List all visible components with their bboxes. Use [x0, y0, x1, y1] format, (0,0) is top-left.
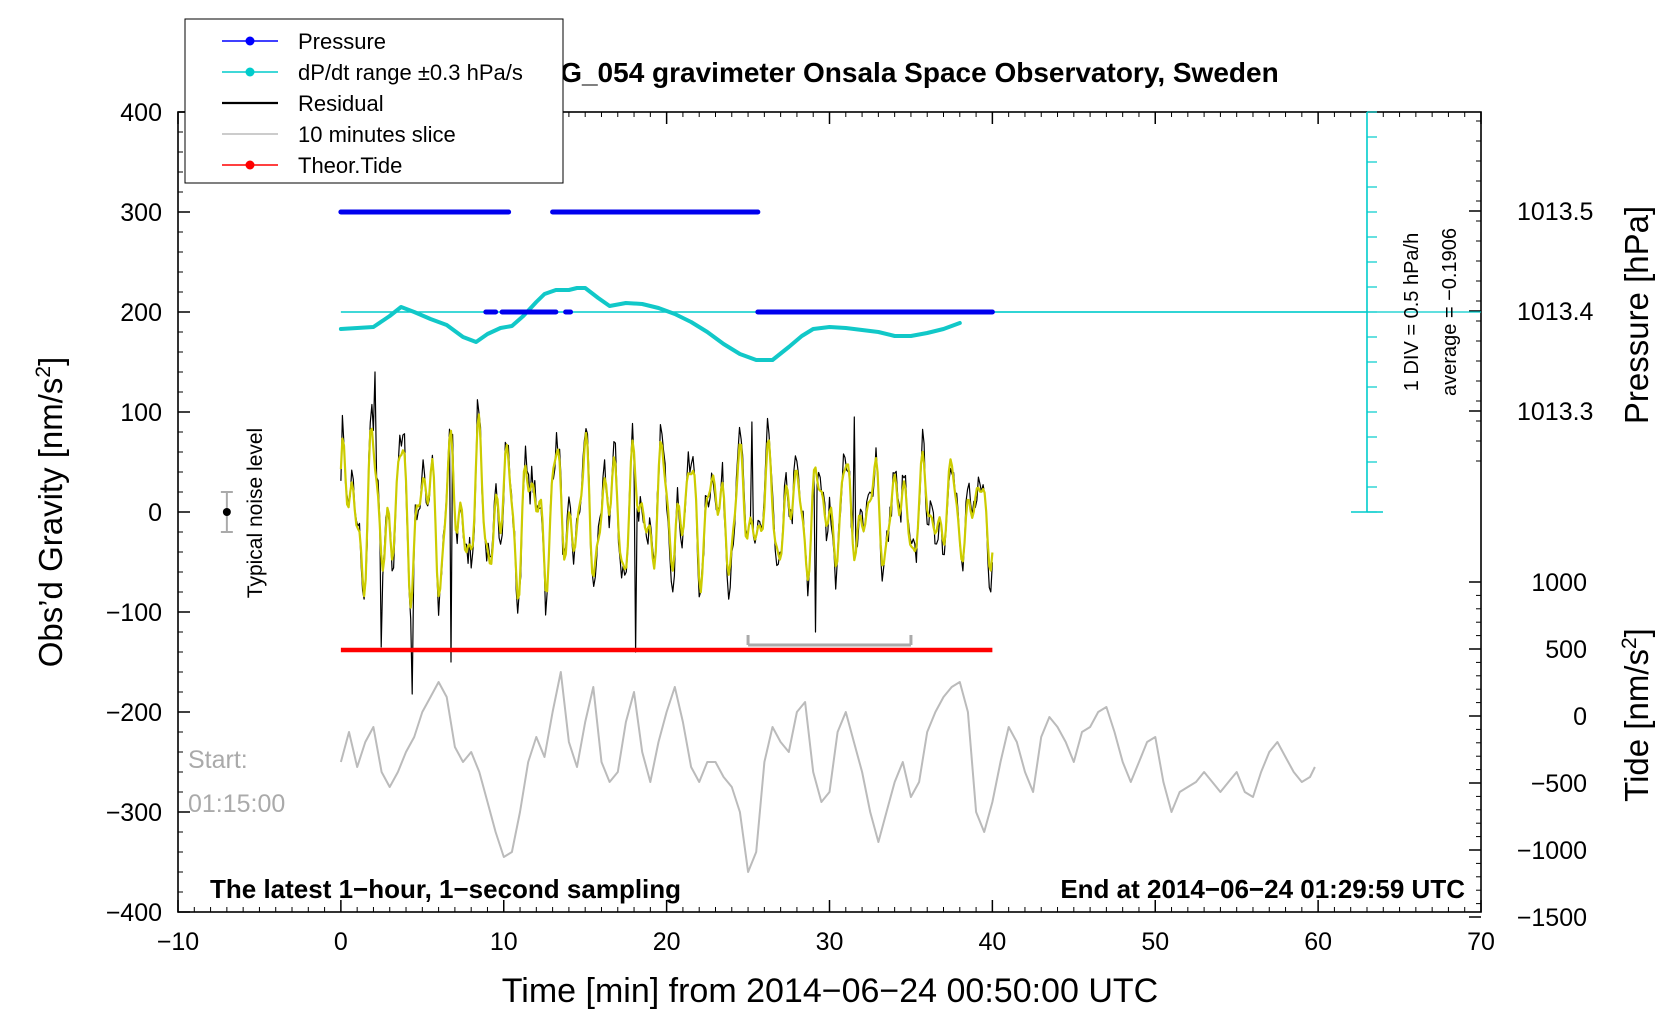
- y-tick-label: 100: [120, 399, 162, 427]
- legend-label: Theor.Tide: [298, 153, 402, 178]
- dpdt-curve: [338, 286, 962, 362]
- y-tick-label: 400: [120, 99, 162, 127]
- legend-label: 10 minutes slice: [298, 122, 456, 147]
- y-axis-label-tide-close: ]: [1618, 628, 1655, 637]
- tide-tick-label: 1000: [1531, 569, 1587, 597]
- residual-curve: [340, 371, 993, 695]
- tide-tick-label: −500: [1531, 770, 1587, 798]
- legend-marker: [245, 160, 255, 170]
- legend-label: Pressure: [298, 29, 386, 54]
- pressure-tick-label: 1013.5: [1517, 198, 1593, 226]
- legend-marker: [245, 67, 255, 77]
- footer-right-label: End at 2014−06−24 01:29:59 UTC: [1060, 874, 1465, 904]
- tide-tick-label: 0: [1573, 703, 1587, 731]
- pressure-tick-label: 1013.3: [1517, 398, 1593, 426]
- slice-curve: [339, 671, 1316, 873]
- legend-label: dP/dt range ±0.3 hPa/s: [298, 60, 523, 85]
- start-label: Start:: [188, 746, 248, 774]
- start-time-label: 01:15:00: [188, 790, 285, 818]
- legend-box: [184, 18, 564, 184]
- y-tick-label: −400: [106, 899, 162, 927]
- y-axis-label-left: Obs’d Gravity [nm/s2]: [32, 357, 69, 668]
- x-axis-label: Time [min] from 2014−06−24 00:50:00 UTC: [502, 972, 1158, 1010]
- x-tick-label: 40: [978, 928, 1006, 956]
- footer-left-label: The latest 1−hour, 1−second sampling: [210, 874, 681, 904]
- y-tick-label: 200: [120, 299, 162, 327]
- x-tick-label: −10: [157, 928, 199, 956]
- scale-average-label: average = −0.1906: [1439, 228, 1461, 396]
- x-tick-label: 30: [816, 928, 844, 956]
- annotations: [220, 111, 1383, 647]
- y-tick-label: −100: [106, 599, 162, 627]
- y-axis-label-left-main: Obs’d Gravity [nm/s: [32, 378, 69, 668]
- axes: −10 0 10 20 30 40 50 60 704003002001000−100−200−…: [106, 99, 1594, 956]
- residual-smoothed-curve: [339, 413, 994, 609]
- y-axis-label-tide: Tide [nm/s2]: [1618, 628, 1655, 802]
- y-axis-label-tide-main: Tide [nm/s: [1618, 649, 1655, 802]
- x-tick-label: 10: [490, 928, 518, 956]
- noise-point: [222, 508, 231, 516]
- y-axis-label-left-sup: 2: [32, 366, 55, 378]
- y-axis-label-left-close: ]: [32, 357, 69, 366]
- y-tick-label: −200: [106, 699, 162, 727]
- y-axis-label-pressure: Pressure [hPa]: [1618, 206, 1655, 424]
- legend-label: Residual: [298, 91, 384, 116]
- y-tick-label: −300: [106, 799, 162, 827]
- x-tick-label: 0: [334, 928, 348, 956]
- tide-tick-label: −1000: [1517, 837, 1587, 865]
- pressure-tick-label: 1013.4: [1517, 298, 1594, 326]
- tide-tick-label: −1500: [1517, 904, 1587, 932]
- typical-noise-label: Typical noise level: [244, 428, 267, 598]
- data-layer: [338, 209, 1481, 873]
- chart-title: SCG_054 gravimeter Onsala Space Observat…: [521, 57, 1278, 88]
- y-axis-label-tide-sup: 2: [1618, 637, 1641, 649]
- x-tick-label: 50: [1141, 928, 1169, 956]
- y-tick-label: 0: [148, 499, 162, 527]
- x-tick-label: 70: [1467, 928, 1495, 956]
- x-tick-label: 60: [1304, 928, 1332, 956]
- legend-marker: [245, 36, 255, 46]
- legend: Pressure dP/dt range ±0.3 hPa/s Residual 10…: [222, 29, 523, 178]
- tide-tick-label: 500: [1545, 636, 1587, 664]
- x-tick-label: 20: [653, 928, 681, 956]
- y-tick-label: 300: [120, 199, 162, 227]
- scale-div-label: 1 DIV = 0.5 hPa/h: [1401, 233, 1423, 391]
